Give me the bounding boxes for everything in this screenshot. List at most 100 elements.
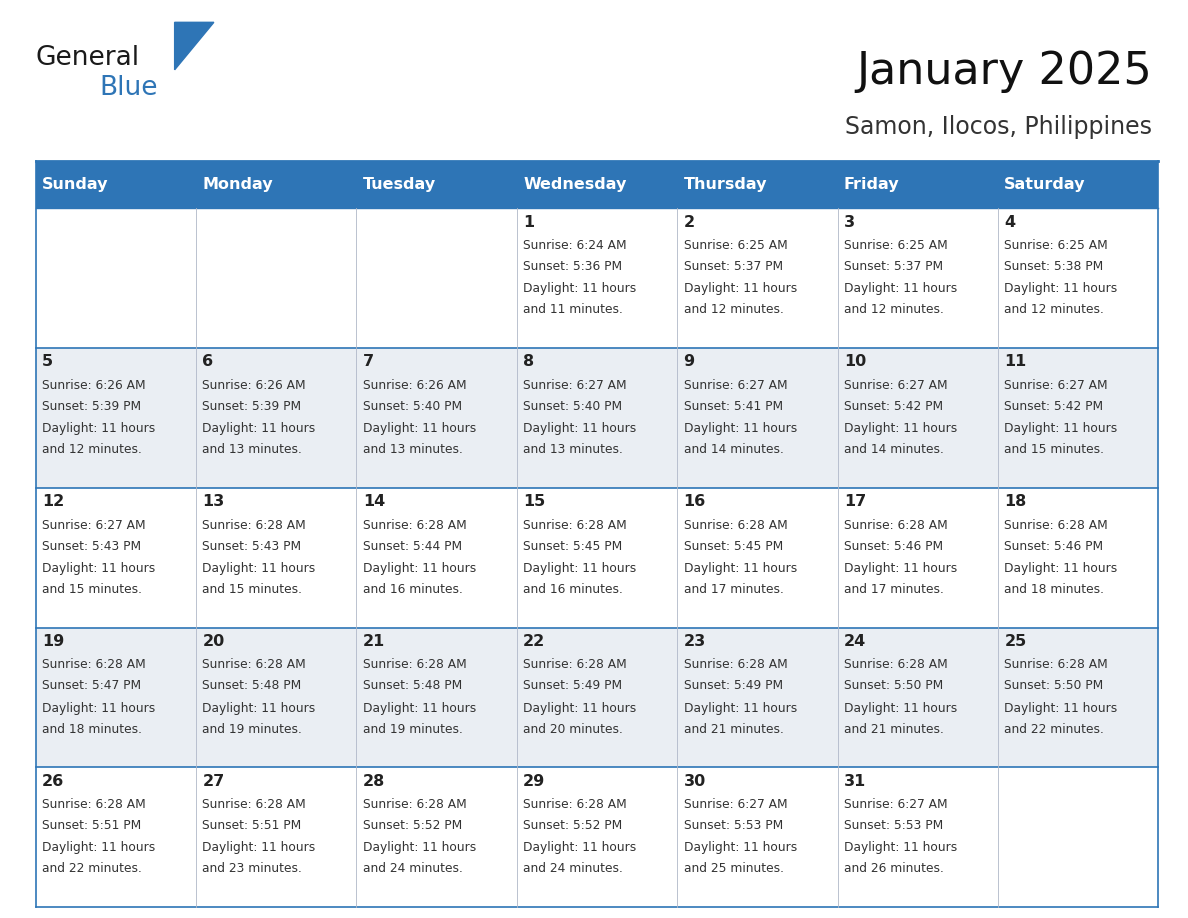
Text: Daylight: 11 hours: Daylight: 11 hours xyxy=(42,701,156,714)
Text: Sunrise: 6:28 AM: Sunrise: 6:28 AM xyxy=(843,519,948,532)
Text: Daylight: 11 hours: Daylight: 11 hours xyxy=(843,562,958,575)
Text: 4: 4 xyxy=(1004,215,1016,230)
Bar xyxy=(196,161,356,208)
Text: and 22 minutes.: and 22 minutes. xyxy=(42,862,141,875)
Text: 2: 2 xyxy=(683,215,695,230)
Text: Sunrise: 6:28 AM: Sunrise: 6:28 AM xyxy=(683,519,788,532)
Text: 24: 24 xyxy=(843,633,866,649)
Text: Daylight: 11 hours: Daylight: 11 hours xyxy=(42,841,156,855)
Text: Sunrise: 6:25 AM: Sunrise: 6:25 AM xyxy=(683,239,788,252)
Bar xyxy=(36,628,196,767)
Text: 27: 27 xyxy=(202,774,225,789)
Bar xyxy=(196,487,356,628)
Text: 11: 11 xyxy=(1004,354,1026,369)
Text: Sunrise: 6:28 AM: Sunrise: 6:28 AM xyxy=(42,658,146,671)
Text: and 17 minutes.: and 17 minutes. xyxy=(683,583,783,596)
Text: and 13 minutes.: and 13 minutes. xyxy=(523,443,623,456)
Text: 29: 29 xyxy=(523,774,545,789)
Text: Sunset: 5:52 PM: Sunset: 5:52 PM xyxy=(362,819,462,832)
Text: 8: 8 xyxy=(523,354,535,369)
Text: Friday: Friday xyxy=(843,177,899,192)
Text: Sunrise: 6:28 AM: Sunrise: 6:28 AM xyxy=(362,519,467,532)
Bar xyxy=(36,348,196,487)
Text: Daylight: 11 hours: Daylight: 11 hours xyxy=(523,422,637,435)
Text: Sunrise: 6:26 AM: Sunrise: 6:26 AM xyxy=(202,379,307,392)
Text: Daylight: 11 hours: Daylight: 11 hours xyxy=(683,701,797,714)
Text: and 18 minutes.: and 18 minutes. xyxy=(1004,583,1105,596)
Bar xyxy=(677,348,838,487)
Text: Sunrise: 6:27 AM: Sunrise: 6:27 AM xyxy=(523,379,627,392)
Text: Sunrise: 6:25 AM: Sunrise: 6:25 AM xyxy=(1004,239,1108,252)
Text: Daylight: 11 hours: Daylight: 11 hours xyxy=(523,562,637,575)
Text: 5: 5 xyxy=(42,354,53,369)
Text: and 15 minutes.: and 15 minutes. xyxy=(202,583,303,596)
Text: Sunrise: 6:26 AM: Sunrise: 6:26 AM xyxy=(362,379,467,392)
Bar xyxy=(677,161,838,208)
Text: Sunrise: 6:28 AM: Sunrise: 6:28 AM xyxy=(1004,658,1108,671)
Polygon shape xyxy=(175,22,214,70)
Bar xyxy=(36,161,196,208)
Text: Saturday: Saturday xyxy=(1004,177,1086,192)
Text: Daylight: 11 hours: Daylight: 11 hours xyxy=(843,841,958,855)
Text: Daylight: 11 hours: Daylight: 11 hours xyxy=(42,422,156,435)
Text: Sunrise: 6:27 AM: Sunrise: 6:27 AM xyxy=(843,379,948,392)
Text: Daylight: 11 hours: Daylight: 11 hours xyxy=(523,701,637,714)
Bar xyxy=(998,767,1158,907)
Bar xyxy=(998,348,1158,487)
Text: Daylight: 11 hours: Daylight: 11 hours xyxy=(843,283,958,296)
Text: Daylight: 11 hours: Daylight: 11 hours xyxy=(362,841,476,855)
Text: 13: 13 xyxy=(202,494,225,509)
Text: Sunset: 5:52 PM: Sunset: 5:52 PM xyxy=(523,819,623,832)
Text: and 19 minutes.: and 19 minutes. xyxy=(362,722,462,735)
Bar xyxy=(998,628,1158,767)
Text: Thursday: Thursday xyxy=(683,177,767,192)
Text: 21: 21 xyxy=(362,633,385,649)
Text: Sunset: 5:38 PM: Sunset: 5:38 PM xyxy=(1004,260,1104,273)
Text: and 14 minutes.: and 14 minutes. xyxy=(843,443,943,456)
Text: 26: 26 xyxy=(42,774,64,789)
Text: Daylight: 11 hours: Daylight: 11 hours xyxy=(523,841,637,855)
Text: Sunrise: 6:28 AM: Sunrise: 6:28 AM xyxy=(362,658,467,671)
Text: and 22 minutes.: and 22 minutes. xyxy=(1004,722,1104,735)
Bar xyxy=(356,348,517,487)
Text: Sunrise: 6:28 AM: Sunrise: 6:28 AM xyxy=(202,519,307,532)
Text: Sunset: 5:48 PM: Sunset: 5:48 PM xyxy=(362,679,462,692)
Bar xyxy=(838,161,998,208)
Text: and 25 minutes.: and 25 minutes. xyxy=(683,862,784,875)
Text: 16: 16 xyxy=(683,494,706,509)
Bar xyxy=(677,628,838,767)
Text: Sunrise: 6:26 AM: Sunrise: 6:26 AM xyxy=(42,379,146,392)
Text: 15: 15 xyxy=(523,494,545,509)
Text: Sunset: 5:51 PM: Sunset: 5:51 PM xyxy=(42,819,141,832)
Text: Daylight: 11 hours: Daylight: 11 hours xyxy=(683,562,797,575)
Bar xyxy=(838,487,998,628)
Text: and 23 minutes.: and 23 minutes. xyxy=(202,862,302,875)
Text: 1: 1 xyxy=(523,215,535,230)
Text: and 21 minutes.: and 21 minutes. xyxy=(843,722,943,735)
Text: Sunset: 5:53 PM: Sunset: 5:53 PM xyxy=(683,819,783,832)
Text: and 21 minutes.: and 21 minutes. xyxy=(683,722,783,735)
Text: Sunset: 5:42 PM: Sunset: 5:42 PM xyxy=(843,400,943,413)
Text: Sunset: 5:51 PM: Sunset: 5:51 PM xyxy=(202,819,302,832)
Text: Sunrise: 6:28 AM: Sunrise: 6:28 AM xyxy=(42,798,146,811)
Text: 12: 12 xyxy=(42,494,64,509)
Bar xyxy=(517,487,677,628)
Bar xyxy=(517,767,677,907)
Bar xyxy=(36,767,196,907)
Text: Sunset: 5:41 PM: Sunset: 5:41 PM xyxy=(683,400,783,413)
Text: Daylight: 11 hours: Daylight: 11 hours xyxy=(202,562,316,575)
Text: Sunrise: 6:24 AM: Sunrise: 6:24 AM xyxy=(523,239,627,252)
Text: Monday: Monday xyxy=(202,177,273,192)
Bar xyxy=(838,628,998,767)
Text: Sunset: 5:40 PM: Sunset: 5:40 PM xyxy=(362,400,462,413)
Text: Daylight: 11 hours: Daylight: 11 hours xyxy=(843,422,958,435)
Text: Daylight: 11 hours: Daylight: 11 hours xyxy=(42,562,156,575)
Text: Sunset: 5:37 PM: Sunset: 5:37 PM xyxy=(683,260,783,273)
Bar xyxy=(517,161,677,208)
Text: and 11 minutes.: and 11 minutes. xyxy=(523,303,623,317)
Text: and 26 minutes.: and 26 minutes. xyxy=(843,862,943,875)
Text: Sunset: 5:49 PM: Sunset: 5:49 PM xyxy=(523,679,623,692)
Text: Sunset: 5:39 PM: Sunset: 5:39 PM xyxy=(202,400,302,413)
Text: and 12 minutes.: and 12 minutes. xyxy=(683,303,783,317)
Text: Daylight: 11 hours: Daylight: 11 hours xyxy=(1004,562,1118,575)
